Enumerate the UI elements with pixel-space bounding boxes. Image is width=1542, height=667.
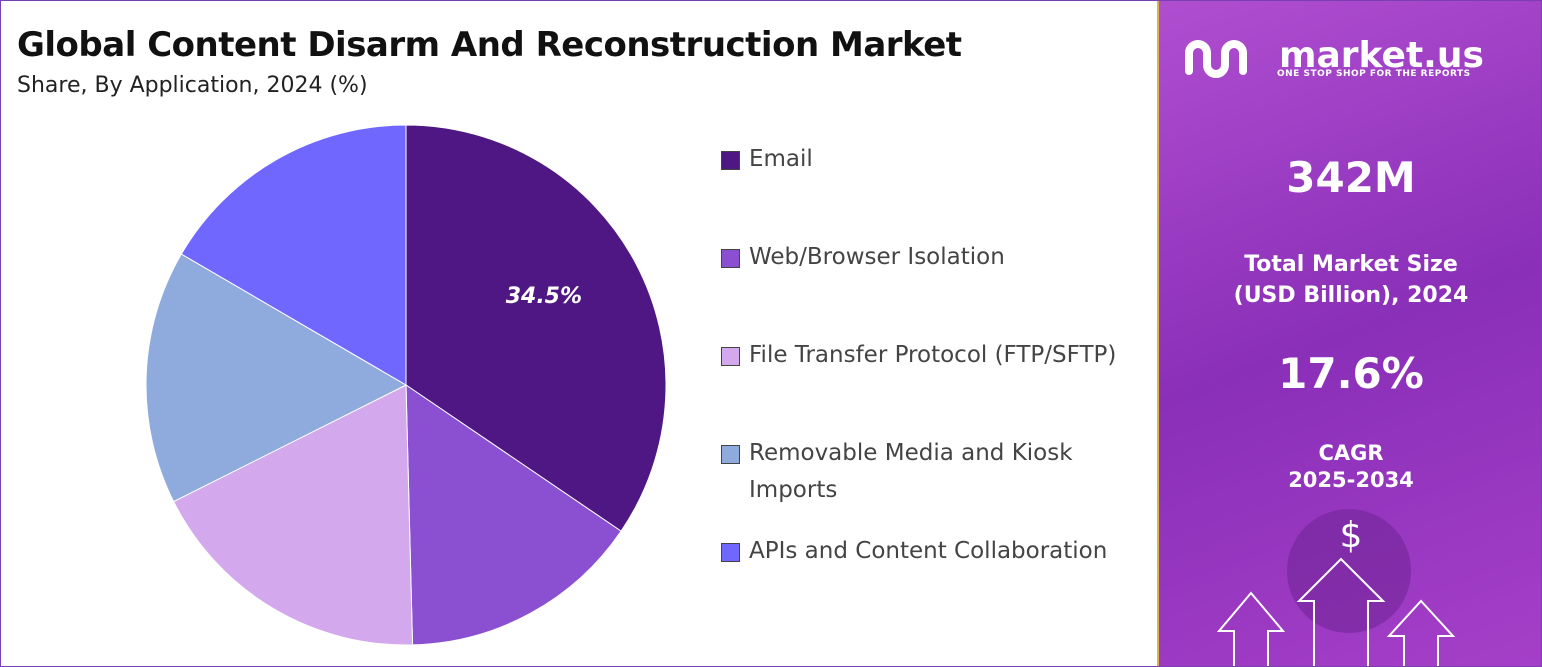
- legend-swatch: [721, 445, 740, 464]
- pie-slice: [180, 124, 407, 386]
- pie-chart: 34.5%: [145, 124, 667, 646]
- legend-label: Email: [749, 146, 813, 172]
- pie-slice: [405, 124, 667, 532]
- logo-icon: [1185, 40, 1247, 78]
- dollar-icon: $: [1339, 515, 1363, 556]
- pie-slice: [172, 384, 414, 646]
- cagr-period: 2025-2034: [1288, 468, 1414, 492]
- legend-item: Email: [721, 141, 813, 178]
- legend-swatch: [721, 151, 740, 170]
- legend-swatch: [721, 347, 740, 366]
- legend-label: APIs and Content Collaboration: [749, 538, 1108, 564]
- market-size: 342M: [1286, 153, 1416, 202]
- brand: market.us: [1279, 35, 1484, 76]
- legend-label: File Transfer Protocol (FTP/SFTP): [749, 342, 1117, 368]
- cagr: 17.6%: [1278, 349, 1424, 398]
- pie-slice: [145, 253, 408, 503]
- legend-swatch: [721, 249, 740, 268]
- legend-item: APIs and Content Collaboration: [721, 533, 1107, 570]
- legend-label: Web/Browser Isolation: [749, 244, 1005, 270]
- tagline: ONE STOP SHOP FOR THE REPORTS: [1277, 69, 1471, 79]
- cagr-label: CAGR: [1318, 441, 1384, 465]
- data-label: 34.5%: [506, 284, 582, 309]
- legend-item: File Transfer Protocol (FTP/SFTP): [721, 337, 1116, 374]
- legend-item: Web/Browser Isolation: [721, 239, 1005, 276]
- pie-slice: [405, 384, 622, 646]
- legend-swatch: [721, 543, 740, 562]
- legend-label: Removable Media and Kiosk Imports: [749, 440, 1073, 503]
- market-size-label: Total Market Size (USD Billion), 2024: [1233, 252, 1469, 308]
- legend-item: Removable Media and Kiosk Imports: [721, 435, 1149, 509]
- panel-decoration: [1185, 40, 1456, 666]
- chart-title: Global Content Disarm And Reconstruction…: [17, 25, 962, 65]
- info-panel: market.us ONE STOP SHOP FOR THE REPORTS …: [1157, 1, 1541, 666]
- arrows: [1216, 557, 1456, 666]
- chart-subtitle: Share, By Application, 2024 (%): [17, 73, 368, 98]
